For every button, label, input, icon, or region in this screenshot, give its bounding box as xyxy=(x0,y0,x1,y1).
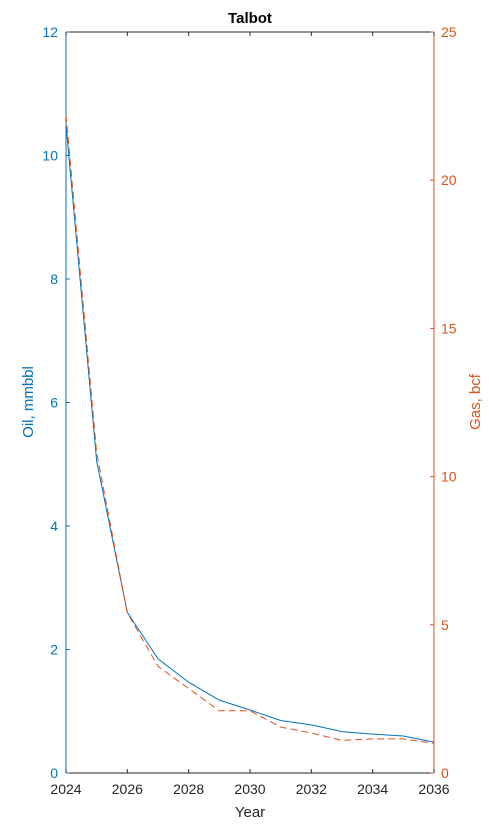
x-axis-label: Year xyxy=(235,804,265,821)
y-axis-right-label: Gas, bcf xyxy=(467,373,484,430)
gas-series-line xyxy=(65,114,435,744)
y-right-tick-label: 20 xyxy=(441,172,457,188)
y-left-tick-label: 4 xyxy=(50,518,58,534)
x-tick-label: 2024 xyxy=(50,781,81,797)
x-tick-label: 2028 xyxy=(173,781,204,797)
y-left-tick-label: 8 xyxy=(50,271,58,287)
x-tick-label: 2036 xyxy=(418,781,449,797)
x-tick-label: 2034 xyxy=(357,781,388,797)
x-tick-label: 2026 xyxy=(112,781,143,797)
y-left-tick-label: 0 xyxy=(50,765,58,781)
y-left-tick-label: 12 xyxy=(42,24,58,40)
y-axis-left-label: Oil, mmbbl xyxy=(20,366,37,438)
x-tick-label: 2030 xyxy=(234,781,265,797)
y-right-tick-label: 5 xyxy=(441,617,449,633)
y-left-tick-label: 10 xyxy=(42,148,58,164)
oil-series-line xyxy=(65,124,435,743)
chart-title: Talbot xyxy=(228,10,272,27)
y-left-tick-label: 6 xyxy=(50,395,58,411)
y-right-tick-label: 10 xyxy=(441,469,457,485)
y-right-tick-label: 0 xyxy=(441,765,449,781)
y-right-tick-label: 25 xyxy=(441,24,457,40)
y-right-tick-label: 15 xyxy=(441,320,457,336)
y-left-tick-label: 2 xyxy=(50,642,58,658)
x-tick-label: 2032 xyxy=(296,781,327,797)
